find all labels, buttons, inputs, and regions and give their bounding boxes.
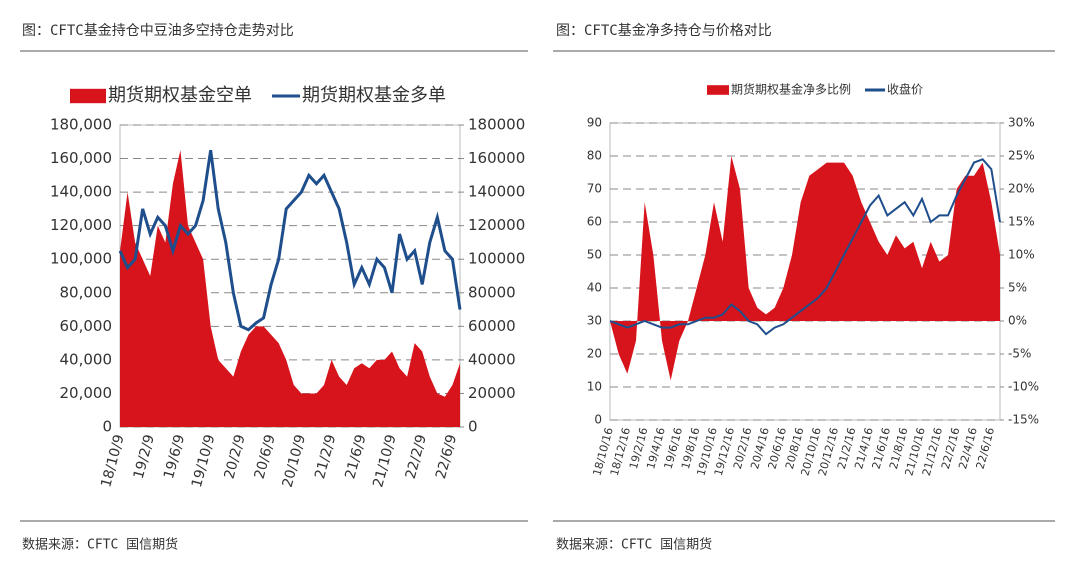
- x-tick-label: 20/2/9: [221, 433, 248, 481]
- x-tick-label: 22/2/9: [403, 433, 430, 481]
- y-tick-label: 20,000: [60, 384, 113, 402]
- y2-tick-label: -15%: [1008, 413, 1039, 427]
- left-source: 数据来源：CFTC 国信期货: [22, 537, 178, 553]
- y2-tick-label: -10%: [1008, 380, 1039, 394]
- x-tick-label: 18/10/9: [98, 433, 127, 489]
- x-tick-label: 21/2/9: [312, 433, 339, 481]
- x-tick-label: 22/6/9: [433, 433, 460, 481]
- y2-tick-label: 100000: [468, 250, 525, 268]
- y2-tick-label: 60000: [468, 317, 516, 335]
- y2-tick-label: 180000: [468, 116, 525, 134]
- y-tick-label: 60: [587, 215, 602, 229]
- legend-swatch: [707, 85, 729, 95]
- y2-tick-label: 20%: [1008, 182, 1035, 196]
- y2-tick-label: 30%: [1008, 116, 1035, 130]
- y-tick-label: 0: [594, 413, 602, 427]
- y2-tick-label: 25%: [1008, 149, 1035, 163]
- legend-label: 期货期权基金净多比例: [731, 82, 851, 97]
- y-tick-label: 20: [587, 347, 602, 361]
- right-source: 数据来源：CFTC 国信期货: [556, 537, 712, 553]
- y-tick-label: 40: [587, 281, 602, 295]
- y2-tick-label: 140000: [468, 183, 525, 201]
- area: [120, 150, 460, 427]
- y-tick-label: 10: [587, 380, 602, 394]
- x-tick-label: 21/6/9: [342, 433, 369, 481]
- y2-tick-label: 120000: [468, 216, 525, 234]
- left-title: 图：CFTC基金持仓中豆油多空持仓走势对比: [22, 22, 294, 39]
- y-tick-label: 80: [587, 149, 602, 163]
- y2-tick-label: 10%: [1008, 248, 1035, 262]
- y-tick-label: 70: [587, 182, 602, 196]
- x-tick-label: 19/10/9: [189, 433, 218, 489]
- area: [610, 156, 1000, 381]
- y2-tick-label: -5%: [1008, 347, 1031, 361]
- y-tick-label: 180,000: [50, 116, 112, 134]
- y2-tick-label: 0: [468, 418, 478, 436]
- y2-tick-label: 80000: [468, 283, 516, 301]
- y-tick-label: 160,000: [50, 149, 112, 167]
- line: [609, 158, 1001, 336]
- y-tick-label: 120,000: [50, 216, 112, 234]
- legend-label: 期货期权基金多单: [302, 85, 446, 106]
- y2-tick-label: 5%: [1008, 281, 1027, 295]
- legend-label: 收盘价: [887, 82, 923, 97]
- legend-label: 期货期权基金空单: [108, 85, 252, 106]
- x-tick-label: 20/6/9: [252, 433, 279, 481]
- x-tick-label: 19/2/9: [131, 433, 158, 481]
- y-tick-label: 100,000: [50, 250, 112, 268]
- y2-tick-label: 15%: [1008, 215, 1035, 229]
- right-title: 图：CFTC基金净多持仓与价格对比: [556, 22, 772, 39]
- y-tick-label: 50: [587, 248, 602, 262]
- x-tick-label: 20/10/9: [280, 433, 309, 489]
- y-tick-label: 90: [587, 116, 602, 130]
- y2-tick-label: 0%: [1008, 314, 1027, 328]
- y2-tick-label: 160000: [468, 149, 525, 167]
- line: [118, 149, 462, 332]
- y-tick-label: 0: [102, 418, 112, 436]
- legend-swatch: [70, 88, 106, 104]
- y-tick-label: 60,000: [60, 317, 113, 335]
- y-tick-label: 30: [587, 314, 602, 328]
- x-tick-label: 19/6/9: [161, 433, 188, 481]
- y-tick-label: 80,000: [60, 283, 113, 301]
- y2-tick-label: 40000: [468, 350, 516, 368]
- y2-tick-label: 20000: [468, 384, 516, 402]
- y-tick-label: 40,000: [60, 350, 113, 368]
- x-tick-label: 21/10/9: [370, 433, 399, 489]
- y-tick-label: 140,000: [50, 183, 112, 201]
